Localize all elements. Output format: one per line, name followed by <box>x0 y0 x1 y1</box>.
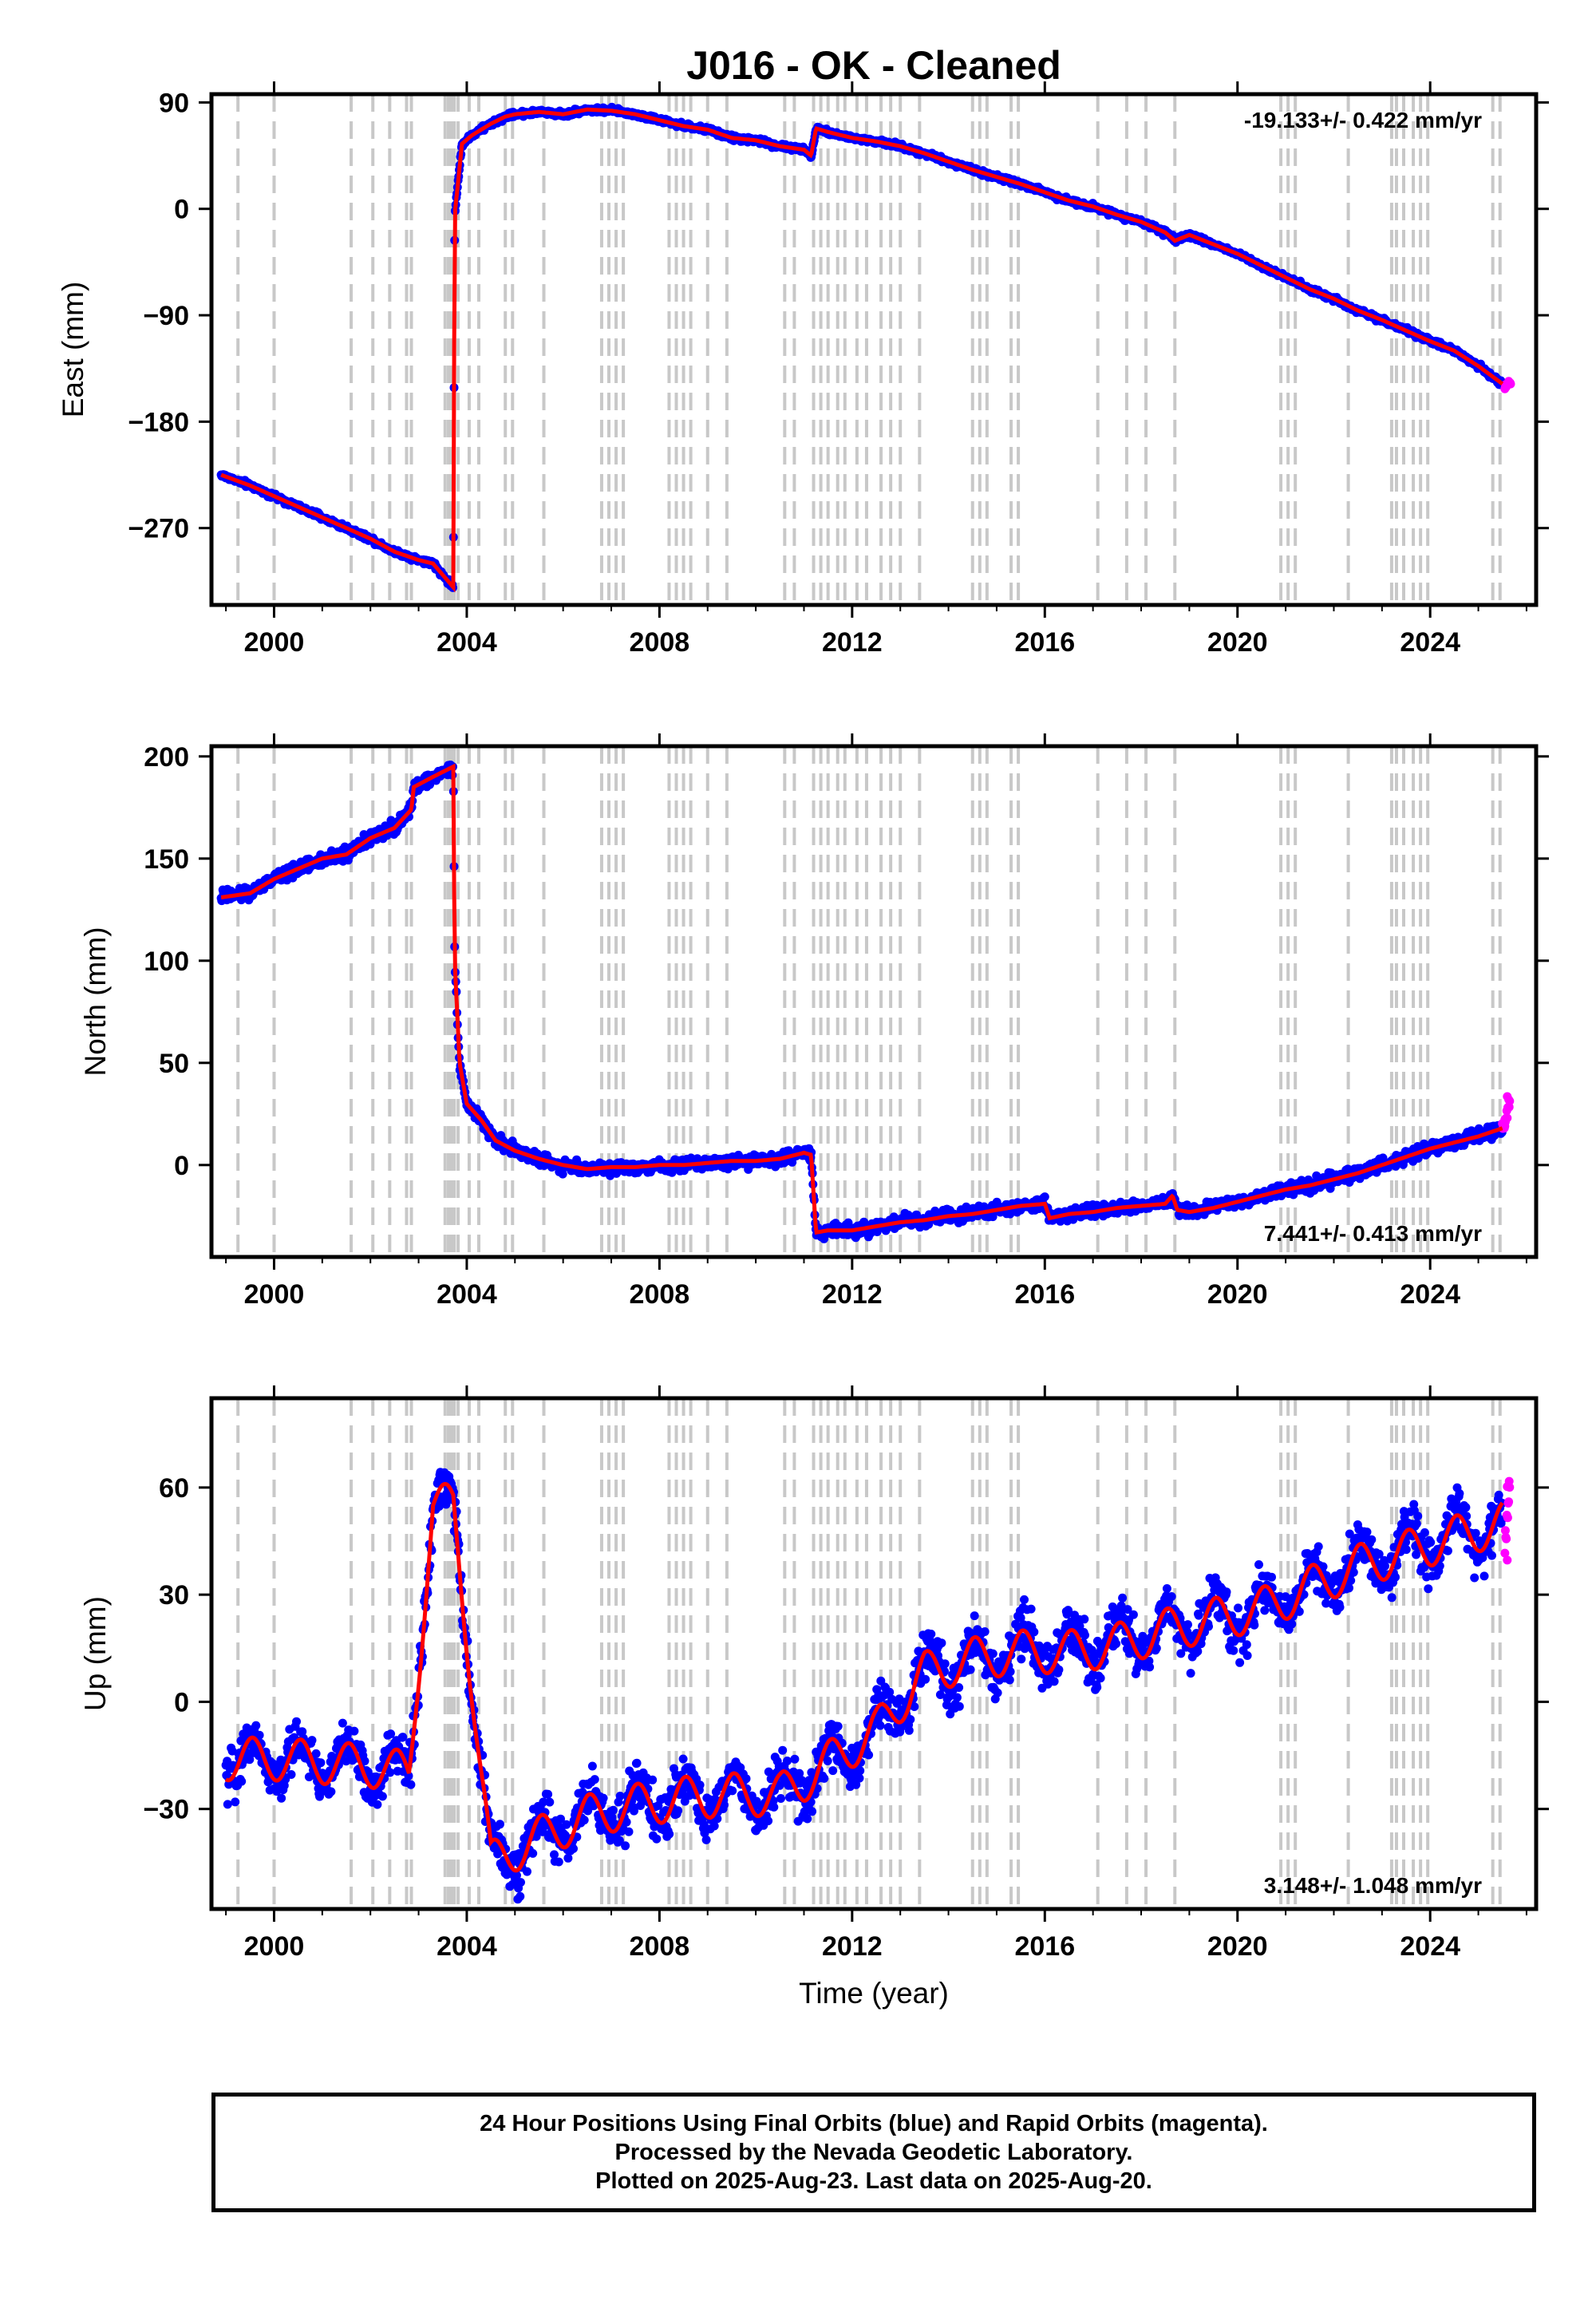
rapid-point <box>1503 1113 1512 1123</box>
data-point <box>286 1770 296 1779</box>
y-tick-label: 90 <box>159 88 189 118</box>
x-tick-label: 2024 <box>1400 1279 1460 1310</box>
x-tick-label: 2016 <box>1014 1279 1075 1310</box>
x-tick-label: 2000 <box>244 627 305 658</box>
rate-label: 7.441+/- 0.413 mm/yr <box>1264 1221 1482 1246</box>
rapid-point <box>1506 379 1515 389</box>
y-tick-label: 100 <box>144 947 189 977</box>
y-tick-label: 150 <box>144 844 189 875</box>
x-tick-label: 2020 <box>1207 1279 1268 1310</box>
panel-east: 2000 2004 2008 2012 2016 2020 2024 −270 −180 −90 0… <box>57 81 1549 658</box>
data-point <box>237 1777 247 1786</box>
chart-title: J016 - OK - Cleaned <box>686 43 1061 88</box>
x-tick-label: 2000 <box>244 1279 305 1310</box>
y-tick-label: 0 <box>174 1151 189 1181</box>
y-tick-label: −90 <box>143 301 189 331</box>
data-point <box>277 1793 286 1803</box>
data-point <box>307 1736 317 1745</box>
x-tick-label: 2004 <box>437 1279 497 1310</box>
data-point <box>251 1721 261 1730</box>
x-tick-label: 2024 <box>1400 627 1460 658</box>
x-tick-label: 2004 <box>437 627 497 658</box>
panel-north: 2000 2004 2008 2012 2016 2020 2024 0 50 100 150 200… <box>79 733 1549 1310</box>
y-tick-label: −180 <box>128 407 189 437</box>
data-point <box>231 1797 240 1807</box>
x-tick-label: 2008 <box>630 1279 690 1310</box>
model-line <box>220 763 1503 1235</box>
x-tick-label: 2016 <box>1014 627 1075 658</box>
data-point <box>316 1758 326 1768</box>
rapid-point <box>1505 1097 1515 1106</box>
x-tick-label: 2020 <box>1207 627 1268 658</box>
y-axis-label: East (mm) <box>57 282 89 418</box>
x-tick-label: 2008 <box>630 627 690 658</box>
x-tick-label: 2012 <box>822 627 883 658</box>
y-tick-label: −270 <box>128 514 189 544</box>
data-point <box>326 1787 336 1796</box>
x-tick-label: 2012 <box>822 1279 883 1310</box>
data-point <box>223 1800 232 1809</box>
data-point <box>292 1717 301 1726</box>
y-tick-label: 200 <box>144 742 189 773</box>
data-point <box>1040 1192 1049 1202</box>
final-orbit-points <box>221 1468 1507 1904</box>
data-point <box>311 1749 321 1758</box>
model-line <box>220 107 1504 593</box>
y-tick-label: 50 <box>159 1049 189 1079</box>
y-tick-label: 0 <box>174 195 189 225</box>
rate-label: -19.133+/- 0.422 mm/yr <box>1244 108 1482 132</box>
data-point <box>338 1718 347 1728</box>
y-axis-label: North (mm) <box>79 927 112 1076</box>
